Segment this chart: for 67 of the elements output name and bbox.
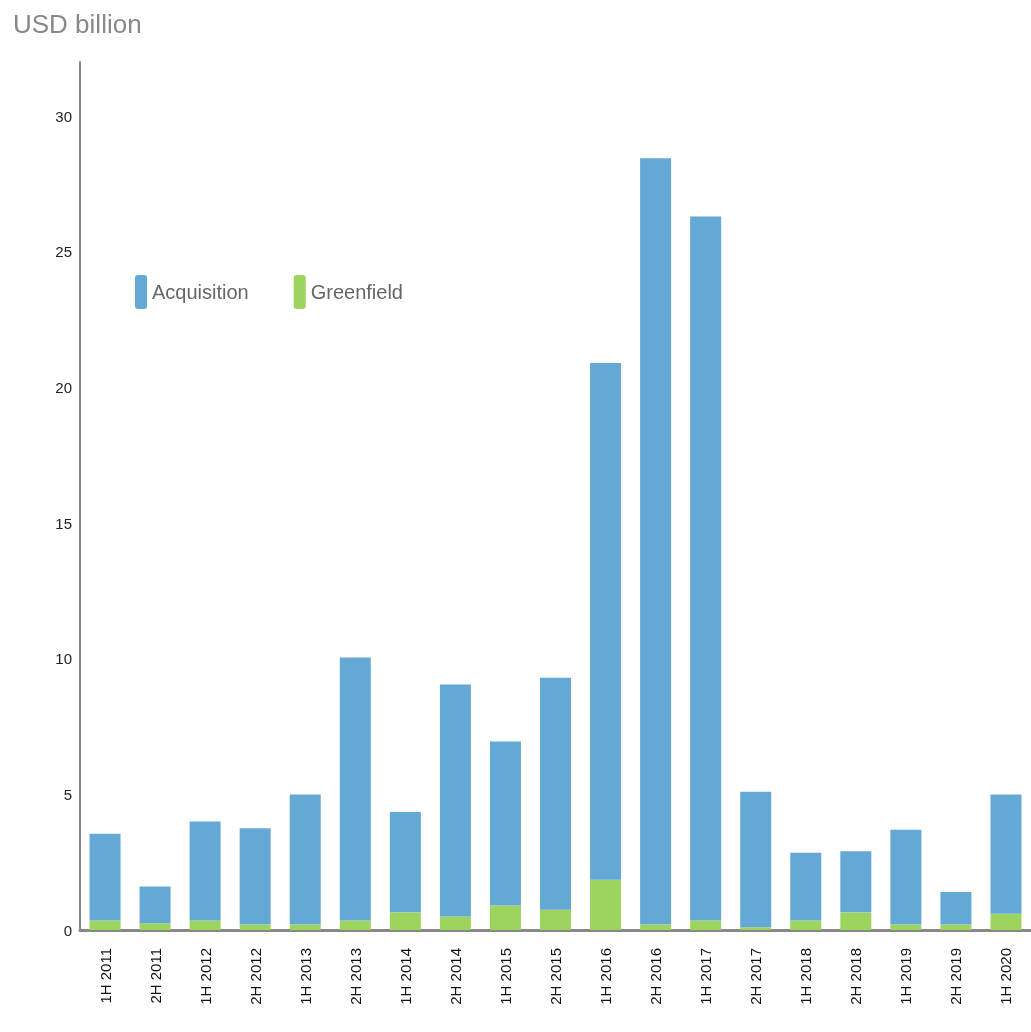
bar — [940, 892, 972, 925]
bar — [139, 886, 171, 924]
bar — [840, 912, 872, 930]
x-tick-label: 2H 2011 — [146, 948, 164, 1004]
bar — [189, 920, 221, 930]
bar — [890, 829, 922, 925]
x-tick-label: 2H 2017 — [747, 948, 765, 1005]
chart-title: USD billion — [13, 9, 142, 39]
bar — [89, 833, 121, 921]
bar — [790, 852, 822, 921]
y-tick-label: 25 — [55, 243, 72, 261]
bar — [540, 909, 571, 930]
legend-label: Greenfield — [310, 281, 403, 303]
bar — [339, 657, 371, 921]
x-tick-label: 1H 2018 — [797, 948, 815, 1005]
bar — [239, 924, 271, 930]
bar — [990, 794, 1022, 914]
bar — [790, 920, 822, 930]
x-tick-label: 2H 2013 — [346, 948, 364, 1005]
x-tick-label: 2H 2018 — [847, 948, 865, 1005]
bar — [590, 363, 622, 880]
bar — [289, 924, 321, 930]
bar — [89, 920, 121, 930]
y-tick-label: 15 — [55, 514, 72, 532]
bar — [540, 677, 571, 910]
x-tick-label: 2H 2019 — [947, 948, 965, 1005]
bar — [740, 927, 772, 930]
x-tick-label: 1H 2019 — [897, 948, 915, 1005]
x-tick-label: 1H 2015 — [496, 948, 514, 1005]
x-tick-label: 1H 2013 — [296, 948, 314, 1005]
x-tick-label: 2H 2012 — [246, 948, 264, 1005]
bar — [840, 851, 872, 913]
y-tick-label: 10 — [55, 650, 72, 668]
bar — [189, 821, 221, 921]
bar — [690, 216, 722, 921]
x-tick-label: 1H 2016 — [597, 948, 615, 1005]
bar — [489, 741, 521, 906]
bar — [339, 920, 371, 930]
y-tick-label: 30 — [55, 107, 72, 125]
bar — [389, 912, 421, 930]
bar — [489, 905, 521, 930]
x-tick-label: 2H 2014 — [446, 948, 464, 1005]
bar — [289, 794, 321, 925]
bar — [640, 924, 672, 930]
y-tick-label: 20 — [55, 379, 72, 396]
x-tick-label: 1H 2017 — [697, 948, 715, 1005]
bar — [740, 791, 772, 928]
bar — [439, 684, 471, 917]
bar — [239, 828, 271, 925]
bar — [439, 916, 471, 930]
x-tick-label: 1H 2011 — [96, 948, 114, 1004]
bar — [690, 920, 722, 930]
bar — [389, 812, 421, 913]
x-tick-label: 2H 2016 — [647, 948, 665, 1005]
bar — [940, 924, 972, 930]
y-tick-label: 0 — [63, 921, 72, 939]
bar — [990, 913, 1022, 930]
bar — [890, 924, 922, 930]
x-tick-label: 1H 2020 — [997, 948, 1015, 1005]
x-tick-label: 2H 2015 — [547, 948, 564, 1005]
bar — [590, 879, 622, 930]
legend-label: Acquisition — [152, 281, 249, 303]
y-tick-label: 5 — [63, 785, 72, 803]
bar — [139, 923, 171, 930]
bar — [640, 158, 672, 925]
x-tick-label: 1H 2012 — [196, 948, 214, 1005]
x-tick-label: 1H 2014 — [396, 948, 414, 1005]
